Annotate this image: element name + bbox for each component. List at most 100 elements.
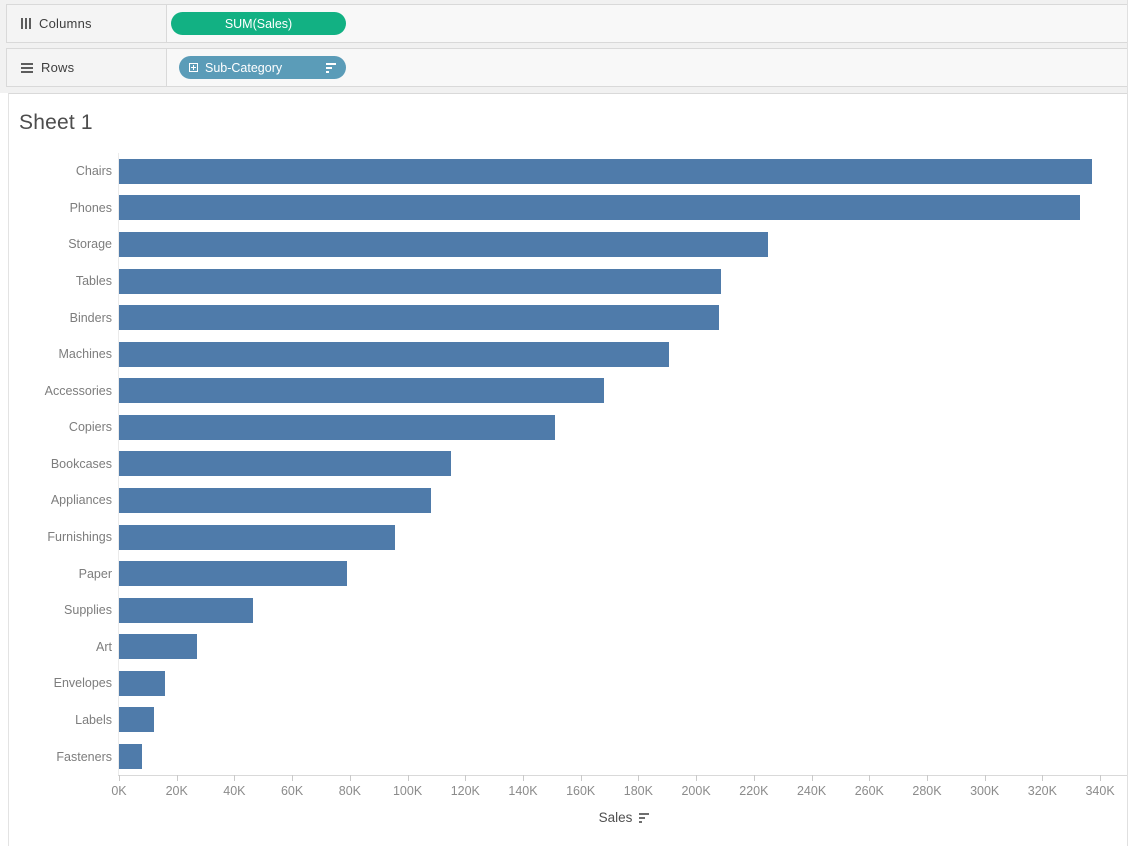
bar-track	[119, 561, 1127, 587]
category-label-fasteners[interactable]: Fasteners	[56, 749, 112, 764]
category-label-machines[interactable]: Machines	[58, 347, 113, 362]
category-label-envelopes[interactable]: Envelopes	[53, 676, 112, 691]
bar-row: Binders	[9, 299, 1127, 336]
sort-descending-icon[interactable]	[326, 62, 336, 73]
axis-tick-label: 20K	[165, 784, 188, 798]
axis-tick	[696, 775, 698, 781]
bar-row: Appliances	[9, 482, 1127, 519]
category-label-art[interactable]: Art	[96, 639, 112, 654]
columns-shelf-label: Columns	[39, 16, 92, 31]
axis-tick	[1042, 775, 1044, 781]
rows-shelf-body[interactable]: Sub-Category	[167, 49, 1127, 86]
bar-row: Envelopes	[9, 665, 1127, 702]
axis-tick	[753, 775, 755, 781]
category-label-labels[interactable]: Labels	[75, 712, 112, 727]
axis-tick-label: 240K	[796, 784, 827, 798]
bar-accessories[interactable]	[119, 378, 604, 404]
category-label-furnishings[interactable]: Furnishings	[47, 530, 112, 545]
bar-furnishings[interactable]	[119, 524, 395, 550]
bar-row: Paper	[9, 555, 1127, 592]
sort-descending-icon[interactable]	[639, 812, 650, 823]
bar-track	[119, 670, 1127, 696]
bar-supplies[interactable]	[119, 597, 254, 623]
axis-tick	[927, 775, 928, 781]
axis-tick-label: 200K	[681, 784, 711, 798]
sum-sales-pill[interactable]: SUM(Sales)	[171, 12, 346, 35]
axis-tick-label: 300K	[970, 784, 1000, 798]
axis-tick-label: 220K	[739, 784, 769, 798]
category-label-appliances[interactable]: Appliances	[50, 493, 112, 508]
category-label-chairs[interactable]: Chairs	[75, 164, 112, 179]
axis-title-area: Sales	[119, 810, 1127, 825]
category-label-bookcases[interactable]: Bookcases	[50, 456, 112, 471]
bar-envelopes[interactable]	[119, 670, 166, 696]
bar-paper[interactable]	[119, 561, 347, 587]
sub-category-pill[interactable]: Sub-Category	[179, 56, 346, 79]
bar-art[interactable]	[119, 634, 197, 660]
category-label-tables[interactable]: Tables	[75, 274, 112, 289]
axis-tick	[465, 775, 467, 781]
bar-labels[interactable]	[119, 707, 154, 733]
bar-row: Bookcases	[9, 446, 1127, 483]
bar-track	[119, 158, 1127, 184]
bar-row: Machines	[9, 336, 1127, 373]
bar-binders[interactable]	[119, 305, 720, 331]
bar-track	[119, 305, 1127, 331]
category-label-binders[interactable]: Binders	[69, 310, 112, 325]
bar-row: Art	[9, 629, 1127, 666]
axis-tick-label: 320K	[1027, 784, 1057, 798]
axis-title: Sales	[598, 810, 633, 825]
axis-zero-line	[118, 153, 119, 775]
rows-shelf[interactable]: Rows Sub-Category	[6, 48, 1127, 87]
axis-tick-label: 0K	[111, 784, 127, 798]
axis-tick	[176, 775, 178, 781]
bar-bookcases[interactable]	[119, 451, 451, 477]
axis-tick-label: 60K	[280, 784, 304, 798]
category-label-copiers[interactable]: Copiers	[68, 420, 112, 435]
bar-row: Fasteners	[9, 738, 1127, 775]
bar-row: Labels	[9, 702, 1127, 739]
columns-shelf-body[interactable]: SUM(Sales)	[167, 5, 1127, 42]
bar-track	[119, 487, 1127, 513]
axis-tick-label: 80K	[338, 784, 362, 798]
columns-shelf[interactable]: Columns SUM(Sales)	[6, 4, 1127, 43]
bar-track	[119, 451, 1127, 477]
bar-appliances[interactable]	[119, 487, 431, 513]
axis-tick	[407, 775, 409, 781]
bar-machines[interactable]	[119, 341, 669, 367]
category-label-accessories[interactable]: Accessories	[44, 383, 112, 398]
axis-tick-label: 100K	[392, 784, 423, 798]
bar-storage[interactable]	[119, 231, 769, 257]
category-label-paper[interactable]: Paper	[78, 566, 112, 581]
bar-fasteners[interactable]	[119, 744, 143, 770]
axis-tick	[869, 775, 871, 781]
category-label-storage[interactable]: Storage	[68, 237, 112, 252]
axis-tick	[811, 775, 813, 781]
bar-row: Supplies	[9, 592, 1127, 629]
bar-track	[119, 378, 1127, 404]
bar-copiers[interactable]	[119, 414, 555, 440]
bar-track	[119, 341, 1127, 367]
sheet-title: Sheet 1	[19, 111, 93, 134]
category-label-phones[interactable]: Phones	[69, 200, 112, 215]
axis-tick-label: 180K	[623, 784, 653, 798]
columns-icon	[21, 18, 31, 29]
bar-row: Phones	[9, 190, 1127, 227]
bar-tables[interactable]	[119, 268, 721, 294]
axis-tick	[234, 775, 236, 781]
sum-sales-pill-label: SUM(Sales)	[224, 16, 293, 31]
axis-tick	[984, 775, 986, 781]
axis-tick	[580, 775, 582, 781]
axis-tick-label: 120K	[450, 784, 480, 798]
category-label-supplies[interactable]: Supplies	[64, 603, 112, 618]
expand-plus-icon[interactable]	[189, 63, 198, 72]
axis-tick	[1100, 775, 1102, 781]
axis-tick	[523, 775, 524, 781]
bar-phones[interactable]	[119, 195, 1080, 221]
bar-chart: Chairs Phones Storage Tables Binders Machines…	[9, 153, 1127, 775]
axis-tick-label: 340K	[1085, 784, 1115, 798]
bar-track	[119, 597, 1127, 623]
rows-shelf-header: Rows	[7, 49, 167, 86]
bar-chairs[interactable]	[119, 158, 1092, 184]
